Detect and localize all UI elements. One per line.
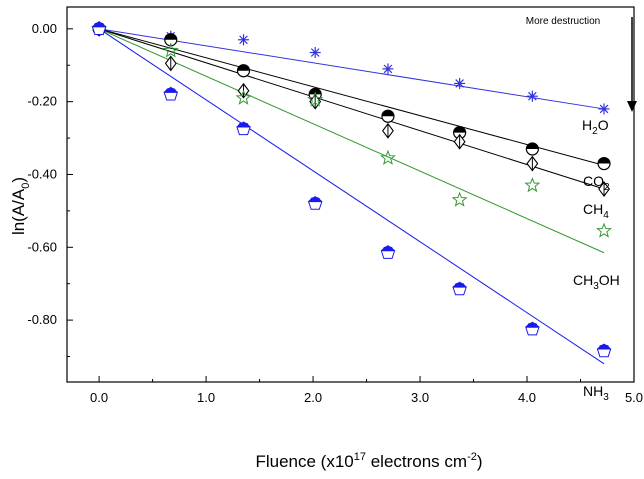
y-tick-label: -0.40 — [27, 166, 57, 181]
x-tick-label: 5.0 — [625, 390, 643, 405]
data-point-co2 — [381, 109, 395, 123]
data-point-ch3oh — [235, 89, 252, 105]
plot-area — [66, 6, 635, 383]
series-label-co2: CO2 — [583, 173, 610, 193]
series-label-ch3oh: CH3OH — [573, 272, 620, 292]
marker-fill — [526, 142, 539, 149]
data-point-ch3oh — [379, 149, 396, 165]
marker-fill — [598, 157, 611, 164]
data-point-ch4 — [382, 122, 394, 139]
axis-ticks — [67, 28, 635, 382]
marker-outline — [451, 191, 468, 207]
data-point-co2 — [597, 156, 611, 171]
marker-fill — [236, 121, 251, 128]
series-labels: H2O CO2 CH4 CH3OH NH3 — [573, 117, 620, 403]
x-tick-label: 3.0 — [411, 390, 429, 405]
tick-labels: 0.0 1.0 2.0 3.0 4.0 5.0 0.00 -0.20 -0.40 -0.60 -0.… — [27, 21, 643, 405]
fit-line-ch4 — [98, 28, 605, 190]
data-point-co2 — [164, 33, 178, 47]
y-axis-title: ln(A/A0) — [9, 177, 32, 235]
data-point-h2o — [309, 47, 321, 59]
data-point-nh3 — [91, 21, 107, 35]
data-point-nh3 — [596, 343, 612, 358]
marker-outline — [235, 89, 252, 105]
plot-border — [66, 6, 635, 383]
data-markers — [91, 20, 613, 358]
data-point-co2 — [236, 64, 251, 78]
marker-fill — [92, 21, 106, 28]
data-point-ch4 — [164, 55, 177, 72]
data-point-h2o — [526, 90, 538, 102]
x-tick-label: 0.0 — [90, 390, 108, 405]
marker-fill — [309, 88, 322, 95]
data-point-h2o — [382, 63, 394, 75]
y-tick-label: -0.20 — [27, 94, 57, 109]
y-tick-label: 0.00 — [32, 21, 57, 36]
x-tick-label: 1.0 — [197, 390, 215, 405]
marker-fill — [164, 87, 178, 93]
data-point-h2o — [598, 103, 610, 115]
data-point-nh3 — [236, 121, 251, 136]
asterisk-stroke — [455, 79, 464, 88]
data-point-h2o — [454, 77, 466, 89]
marker-fill — [453, 126, 466, 133]
fit-line-co2 — [98, 28, 605, 166]
annotation-arrow — [627, 17, 637, 112]
asterisk-stroke — [528, 91, 537, 101]
data-point-co2 — [453, 126, 467, 140]
data-point-ch4 — [309, 93, 322, 110]
data-point-ch3oh — [307, 91, 324, 107]
data-point-co2 — [525, 142, 539, 156]
y-tick-label: -0.60 — [27, 239, 57, 254]
marker-fill — [381, 245, 395, 252]
fit-line-nh3 — [98, 28, 605, 365]
series-label-ch4: CH4 — [583, 201, 609, 221]
annotation-more-destruction: More destruction — [526, 16, 600, 27]
data-point-nh3 — [380, 245, 396, 259]
marker-outline — [524, 176, 541, 193]
asterisk-stroke — [599, 104, 609, 114]
asterisk-stroke — [383, 64, 393, 74]
marker-fill — [308, 196, 322, 203]
data-point-nh3 — [307, 195, 323, 210]
data-point-ch4 — [453, 133, 466, 150]
asterisk-stroke — [239, 35, 248, 45]
x-tick-label: 4.0 — [518, 390, 536, 405]
marker-fill — [164, 33, 177, 40]
x-axis-title: Fluence (x1017 electrons cm-2) — [255, 451, 482, 471]
data-point-ch3oh — [162, 42, 179, 58]
data-point-ch3oh — [524, 176, 541, 193]
marker-outline — [307, 91, 324, 107]
y-tick-label: -0.80 — [27, 312, 57, 327]
data-point-nh3 — [452, 281, 467, 296]
x-tick-label: 2.0 — [304, 390, 322, 405]
marker-fill — [381, 110, 394, 117]
marker-outline — [379, 149, 396, 165]
data-point-ch4 — [598, 181, 610, 197]
marker-fill — [237, 64, 250, 71]
data-point-nh3 — [525, 321, 540, 336]
marker-outline — [596, 222, 613, 238]
data-point-h2o — [238, 34, 250, 46]
fit-line-ch3oh — [98, 28, 605, 254]
marker-fill — [525, 322, 540, 328]
data-point-ch3oh — [451, 191, 468, 207]
data-point-nh3 — [163, 86, 178, 101]
data-point-ch3oh — [596, 222, 613, 238]
series-label-h2o: H2O — [582, 117, 609, 137]
marker-fill — [597, 344, 611, 350]
marker-fill — [452, 282, 467, 288]
fit-lines — [98, 28, 605, 365]
data-point-ch4 — [526, 155, 539, 172]
series-label-nh3: NH3 — [583, 383, 609, 403]
asterisk-stroke — [310, 48, 320, 57]
marker-outline — [162, 42, 179, 58]
fit-line-h2o — [99, 28, 605, 110]
